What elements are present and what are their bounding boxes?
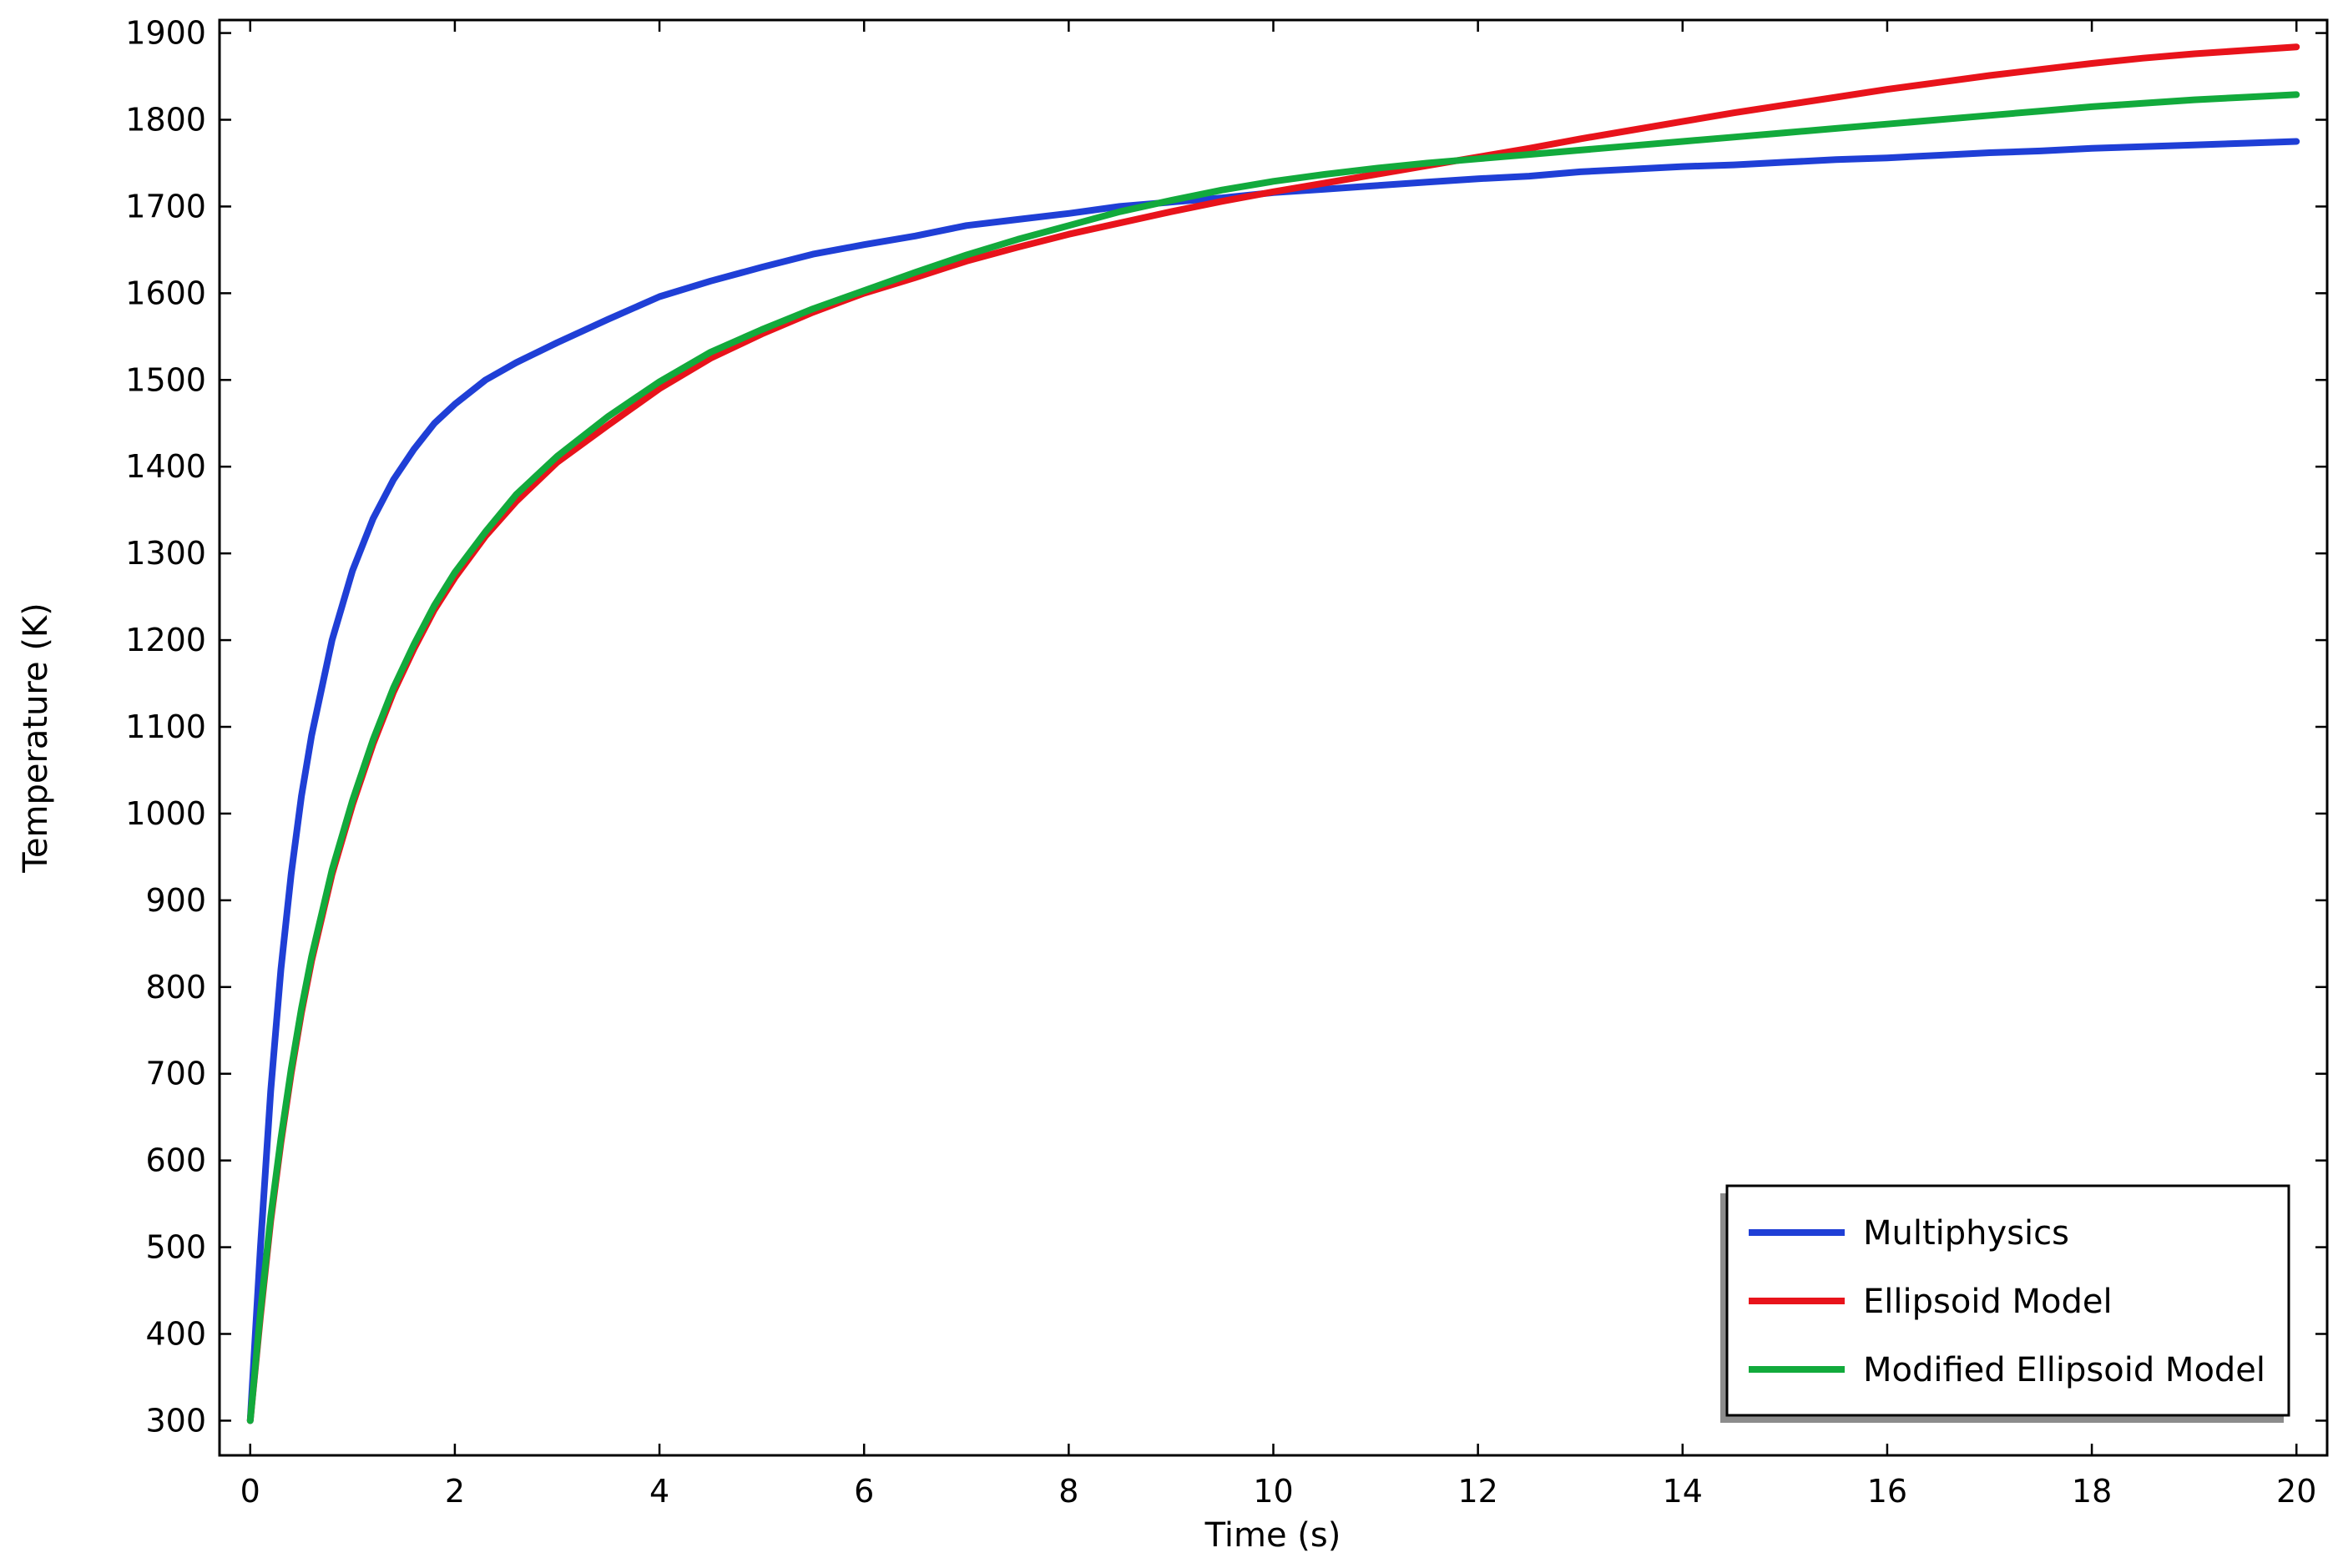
y-tick-label: 1400: [125, 448, 206, 485]
y-tick-label: 800: [145, 969, 206, 1006]
y-axis-label: Temperature (K): [17, 602, 55, 874]
y-tick-label: 1900: [125, 15, 206, 52]
x-tick-label: 10: [1253, 1473, 1293, 1510]
series-line-3: [246, 91, 2300, 1424]
y-tick-label: 900: [145, 882, 206, 919]
y-tick-label: 400: [145, 1316, 206, 1353]
legend-label: Multiphysics: [1863, 1214, 2069, 1253]
series-line-1: [246, 138, 2300, 1424]
x-axis: 0 2 4 6 8 10 12 14 16 18 20: [240, 20, 2316, 1510]
x-tick-label: 4: [649, 1473, 669, 1510]
x-axis-label: Time (s): [1204, 1516, 1341, 1555]
x-tick-label: 2: [445, 1473, 465, 1510]
x-tick-label: 12: [1457, 1473, 1497, 1510]
y-axis: 300 400 500 600 700 800 900 1000 1100 1200 1300 140…: [125, 15, 2327, 1439]
y-tick-label: 1300: [125, 535, 206, 572]
y-tick-label: 600: [145, 1142, 206, 1179]
x-tick-label: 6: [854, 1473, 874, 1510]
legend-label: Modified Ellipsoid Model: [1863, 1351, 2265, 1389]
y-tick-label: 300: [145, 1402, 206, 1439]
y-tick-label: 1700: [125, 188, 206, 224]
legend: Multiphysics Ellipsoid Model Modified Elli…: [1720, 1184, 2290, 1423]
y-tick-label: 1200: [125, 622, 206, 658]
series-layer: [246, 43, 2300, 1424]
x-tick-label: 20: [2276, 1473, 2316, 1510]
x-tick-label: 16: [1867, 1473, 1907, 1510]
legend-label: Ellipsoid Model: [1863, 1283, 2113, 1321]
y-tick-label: 1600: [125, 275, 206, 311]
x-tick-label: 14: [1663, 1473, 1703, 1510]
y-tick-label: 1100: [125, 708, 206, 745]
y-tick-label: 500: [145, 1229, 206, 1266]
x-tick-label: 8: [1058, 1473, 1078, 1510]
y-tick-label: 700: [145, 1056, 206, 1092]
y-tick-label: 1000: [125, 795, 206, 832]
y-tick-label: 1500: [125, 361, 206, 398]
x-tick-label: 0: [240, 1473, 260, 1510]
y-tick-label: 1800: [125, 102, 206, 139]
x-tick-label: 18: [2072, 1473, 2112, 1510]
